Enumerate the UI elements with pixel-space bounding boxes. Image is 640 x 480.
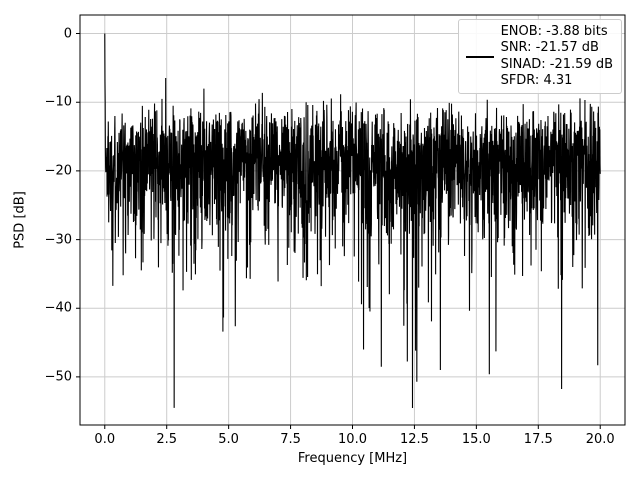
x-tick-label: 2.5	[156, 432, 178, 447]
legend-text-block: ENOB: -3.88 bits SNR: -21.57 dB SINAD: -…	[501, 24, 613, 89]
legend-line-sample-icon	[465, 55, 494, 58]
legend: ENOB: -3.88 bits SNR: -21.57 dB SINAD: -…	[457, 19, 622, 94]
y-tick-label: −30	[44, 232, 72, 248]
x-tick-label: 12.5	[399, 432, 429, 447]
x-axis-label: Frequency [MHz]	[297, 451, 408, 466]
x-tick-label: 20.0	[585, 432, 615, 447]
x-tick-label: 7.5	[280, 432, 301, 447]
legend-entry-sinad: SINAD: -21.59 dB	[500, 56, 613, 72]
x-tick-label: 17.5	[523, 432, 553, 447]
y-tick-label: −10	[44, 94, 72, 110]
x-tick-label: 0.0	[94, 432, 116, 447]
y-axis-label: PSD [dB]	[12, 191, 28, 249]
y-tick-label: 0	[63, 26, 72, 42]
y-tick-label: −50	[44, 369, 72, 385]
x-tick-label: 15.0	[461, 432, 491, 447]
y-tick-label: −20	[44, 163, 72, 179]
x-tick-label: 5.0	[218, 432, 239, 447]
legend-entry-enob: ENOB: -3.88 bits	[500, 24, 608, 39]
y-tick-label: −40	[44, 300, 72, 316]
legend-entry-snr: SNR: -21.57 dB	[500, 40, 599, 56]
legend-entry-sfdr: SFDR: 4.31	[500, 72, 573, 88]
x-tick-label: 10.0	[338, 432, 367, 447]
